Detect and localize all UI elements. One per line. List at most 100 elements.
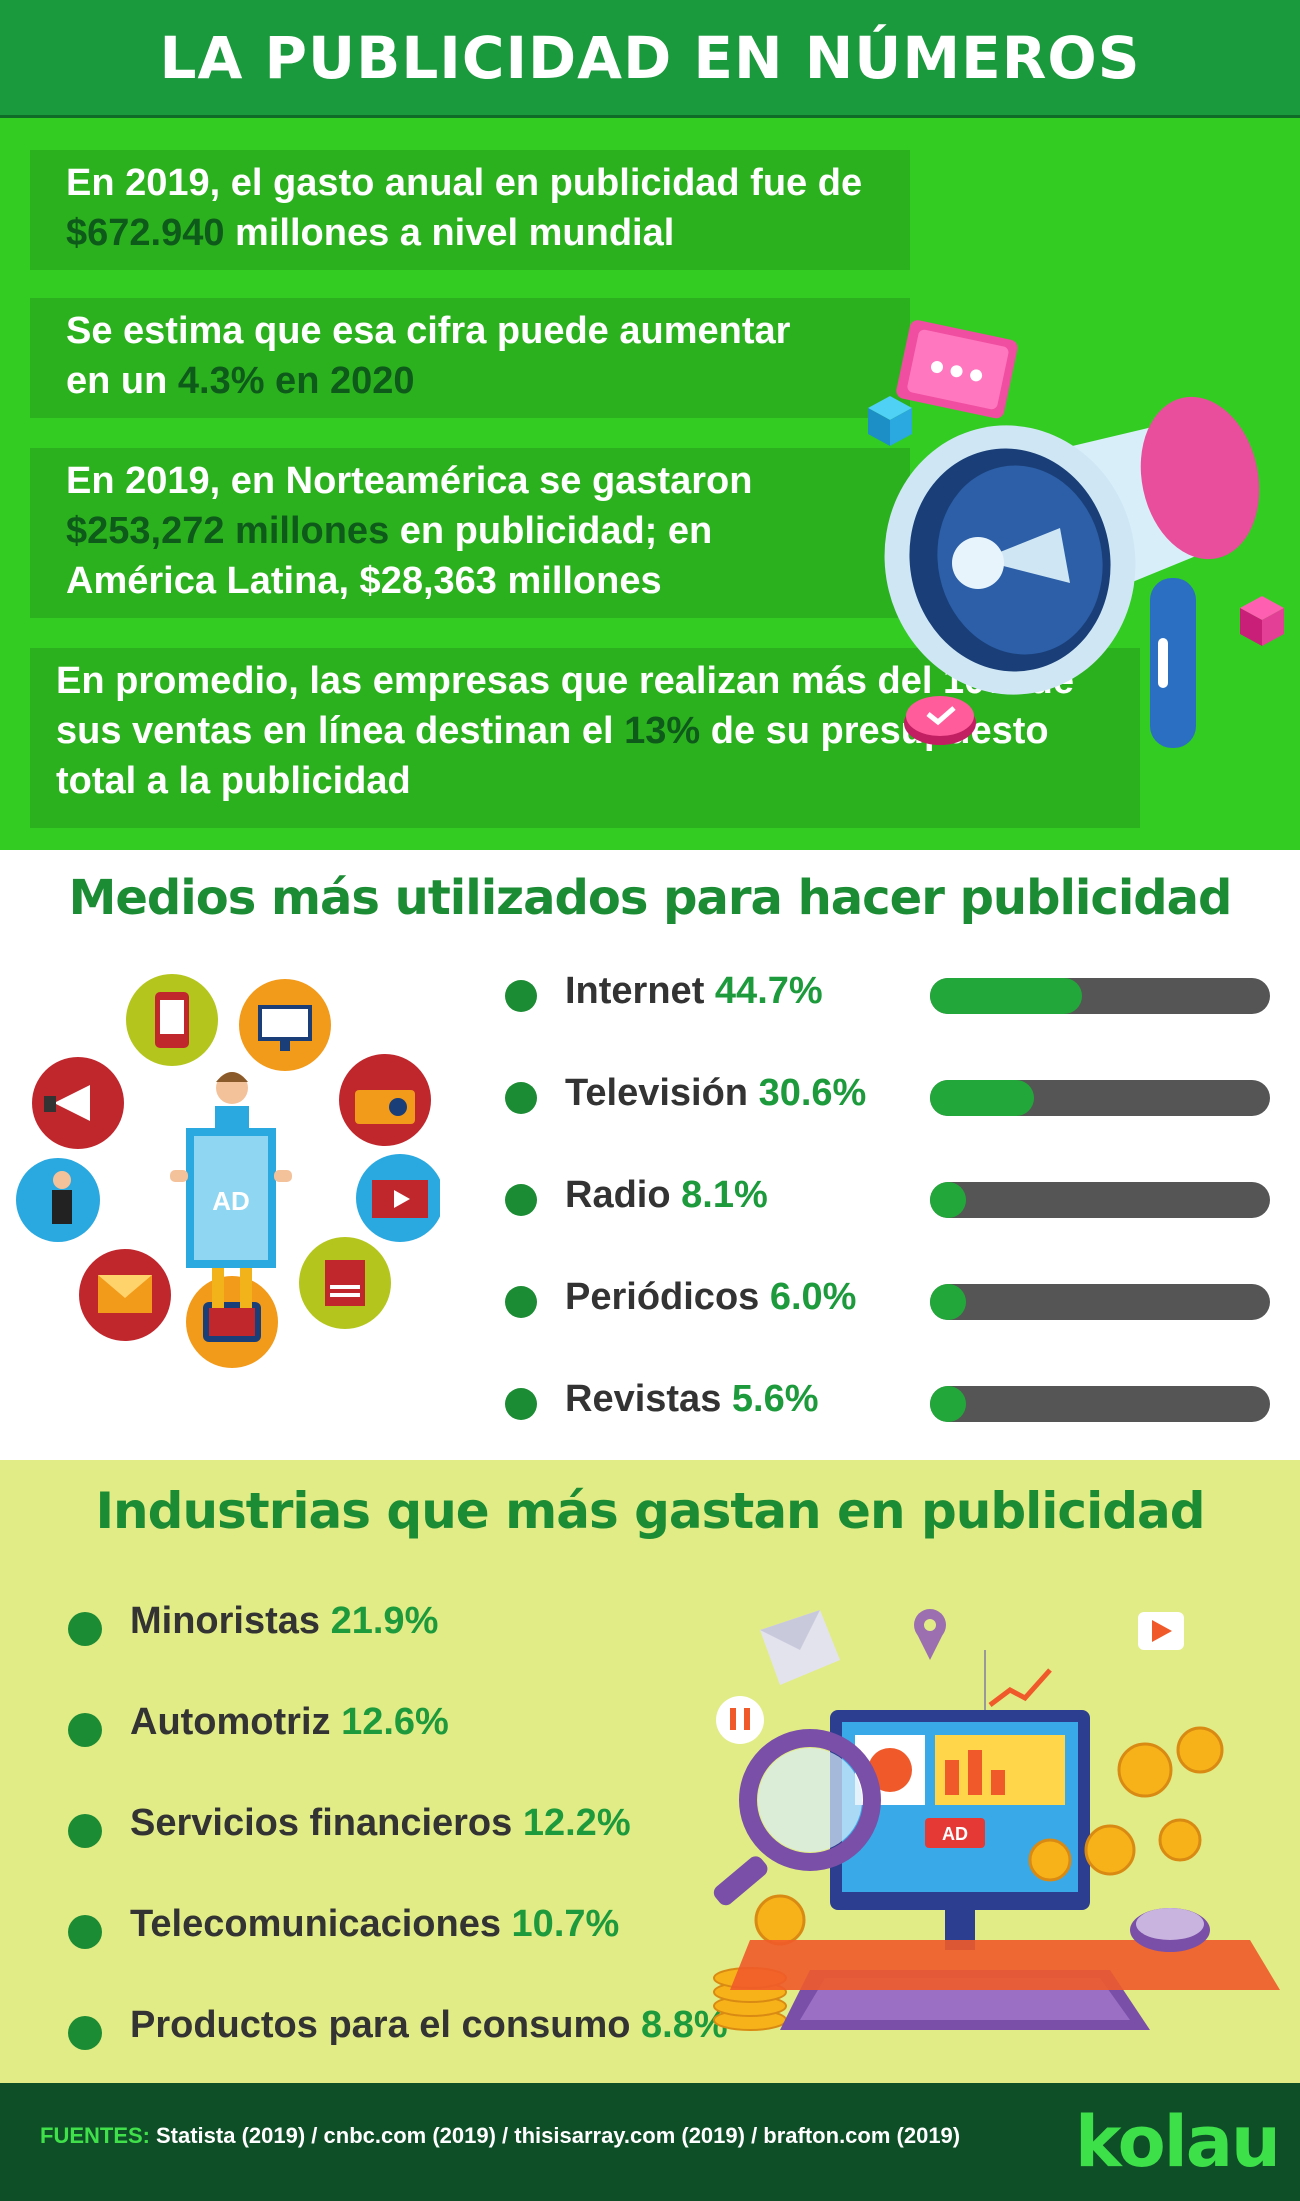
bullet-dot bbox=[505, 1388, 537, 1420]
newspaper-ad-icon bbox=[299, 1237, 391, 1329]
industry-percent: 21.9% bbox=[330, 1600, 439, 1642]
megaphone-ad-icon bbox=[32, 1057, 124, 1149]
media-channels-illustration: AD bbox=[16, 974, 440, 1368]
media-bar-fill bbox=[930, 978, 1082, 1014]
industry-label: Servicios financieros 12.2% bbox=[130, 1802, 631, 1845]
footer: FUENTES: Statista (2019) / cnbc.com (2019… bbox=[0, 2083, 1300, 2201]
media-bar-fill bbox=[930, 1080, 1035, 1116]
media-percent: 5.6% bbox=[731, 1378, 819, 1420]
stat-line: América Latina, $28,363 millones bbox=[66, 560, 662, 602]
stat-text: de su presupuesto bbox=[700, 710, 1049, 752]
media-percent: 6.0% bbox=[769, 1276, 857, 1318]
industries-section-title: Industrias que más gastan en publicidad bbox=[95, 1482, 1205, 1540]
sources-text: FUENTES: Statista (2019) / cnbc.com (2019… bbox=[40, 2123, 960, 2149]
bullet-dot bbox=[68, 1612, 102, 1646]
media-name: Revistas bbox=[565, 1378, 722, 1420]
media-label: Radio 8.1% bbox=[565, 1174, 768, 1217]
stat-global-spend: En 2019, el gasto anual en publicidad fu… bbox=[30, 150, 910, 270]
media-percent: 30.6% bbox=[758, 1072, 867, 1114]
radio-ad-icon bbox=[339, 1054, 431, 1146]
stat-line: $672.940 millones a nivel mundial bbox=[66, 208, 910, 258]
email-ad-icon bbox=[79, 1249, 171, 1341]
bullet-dot bbox=[68, 1915, 102, 1949]
media-name: Televisión bbox=[565, 1072, 749, 1114]
bullet-dot bbox=[68, 1713, 102, 1747]
envelope-icon bbox=[760, 1610, 840, 1685]
bullet-dot bbox=[505, 980, 537, 1012]
media-row-radio: Radio 8.1% bbox=[505, 1174, 1275, 1234]
media-row-television: Televisión 30.6% bbox=[505, 1072, 1275, 1132]
page-title: LA PUBLICIDAD EN NÚMEROS bbox=[159, 23, 1141, 92]
industry-name: Automotriz bbox=[130, 1701, 331, 1743]
media-label: Internet 44.7% bbox=[565, 970, 823, 1013]
center-ad-badge: AD bbox=[212, 1186, 250, 1216]
stat-text: millones a nivel mundial bbox=[224, 212, 675, 254]
stat-line: total a la publicidad bbox=[56, 760, 411, 802]
media-name: Radio bbox=[565, 1174, 671, 1216]
media-row-newspapers: Periódicos 6.0% bbox=[505, 1276, 1275, 1336]
stat-growth: Se estima que esa cifra puede aumentar e… bbox=[30, 298, 910, 418]
media-bar-track bbox=[930, 978, 1270, 1014]
industry-row: Servicios financieros 12.2% bbox=[68, 1802, 768, 1862]
media-bar-track bbox=[930, 1182, 1270, 1218]
media-bar-fill bbox=[930, 1284, 966, 1320]
kolau-logo[interactable]: kolau bbox=[1075, 2101, 1281, 2183]
screen-ad-badge: AD bbox=[942, 1824, 968, 1844]
industries-section: Industrias que más gastan en publicidad … bbox=[0, 1460, 1300, 2083]
play-icon bbox=[1138, 1612, 1184, 1650]
industry-percent: 12.2% bbox=[522, 1802, 631, 1844]
stat-regional-spend: En 2019, en Norteamérica se gastaron $25… bbox=[30, 448, 910, 618]
stats-section: En 2019, el gasto anual en publicidad fu… bbox=[0, 118, 1300, 850]
stat-highlight: $253,272 millones bbox=[66, 510, 390, 552]
sources-label: FUENTES: bbox=[40, 2123, 150, 2148]
media-bar-track bbox=[930, 1080, 1270, 1116]
pause-icon bbox=[716, 1696, 764, 1744]
industry-percent: 8.8% bbox=[641, 2004, 728, 2046]
media-bar-track bbox=[930, 1386, 1270, 1422]
media-section: Medios más utilizados para hacer publici… bbox=[0, 850, 1300, 1460]
industry-percent: 12.6% bbox=[341, 1701, 449, 1743]
stat-text: sus ventas en línea destinan el bbox=[56, 710, 625, 752]
location-pin-icon bbox=[914, 1609, 946, 1660]
media-row-magazines: Revistas 5.6% bbox=[505, 1378, 1275, 1438]
media-section-title: Medios más utilizados para hacer publici… bbox=[68, 870, 1233, 926]
industry-row: Minoristas 21.9% bbox=[68, 1600, 768, 1660]
megaphone-icon bbox=[868, 320, 1284, 748]
stat-line: sus ventas en línea destinan el 13% de s… bbox=[56, 706, 1140, 756]
growth-chart-icon bbox=[984, 1650, 1052, 1710]
bullet-dot bbox=[505, 1082, 537, 1114]
phone-ad-icon bbox=[126, 974, 218, 1066]
industry-label: Minoristas 21.9% bbox=[130, 1600, 438, 1643]
stat-line: En 2019, en Norteamérica se gastaron bbox=[66, 460, 753, 502]
computer-advertising-illustration: AD bbox=[713, 1609, 1280, 2031]
bullet-dot bbox=[68, 2016, 102, 2050]
industry-row: Telecomunicaciones 10.7% bbox=[68, 1903, 768, 1963]
industry-label: Automotriz 12.6% bbox=[130, 1701, 449, 1744]
media-bar-fill bbox=[930, 1182, 966, 1218]
media-percent: 8.1% bbox=[681, 1174, 768, 1216]
monitor-ad-icon bbox=[239, 979, 331, 1071]
industry-name: Telecomunicaciones bbox=[130, 1903, 501, 1945]
media-bar-track bbox=[930, 1284, 1270, 1320]
stat-line: $253,272 millones en publicidad; en bbox=[66, 506, 910, 556]
media-bar-fill bbox=[930, 1386, 966, 1422]
media-row-internet: Internet 44.7% bbox=[505, 970, 1275, 1030]
stat-line: en un 4.3% en 2020 bbox=[66, 356, 910, 406]
industry-label: Productos para el consumo 8.8% bbox=[130, 2004, 728, 2047]
industry-row: Productos para el consumo 8.8% bbox=[68, 2004, 768, 2064]
stat-highlight: 13% bbox=[624, 710, 701, 752]
stat-highlight: 4.3% en 2020 bbox=[177, 360, 415, 402]
bullet-dot bbox=[68, 1814, 102, 1848]
stat-highlight: $672.940 bbox=[66, 212, 225, 254]
media-percent: 44.7% bbox=[714, 970, 823, 1012]
stat-text: en un bbox=[66, 360, 178, 402]
header-banner: LA PUBLICIDAD EN NÚMEROS bbox=[0, 0, 1300, 118]
tv-ad-icon bbox=[186, 1276, 278, 1368]
industry-percent: 10.7% bbox=[511, 1903, 620, 1945]
person-ad-icon bbox=[16, 1158, 100, 1242]
stat-line: Se estima que esa cifra puede aumentar bbox=[66, 310, 791, 352]
bullet-dot bbox=[505, 1184, 537, 1216]
industry-name: Minoristas bbox=[130, 1600, 321, 1642]
industry-row: Automotriz 12.6% bbox=[68, 1701, 768, 1761]
